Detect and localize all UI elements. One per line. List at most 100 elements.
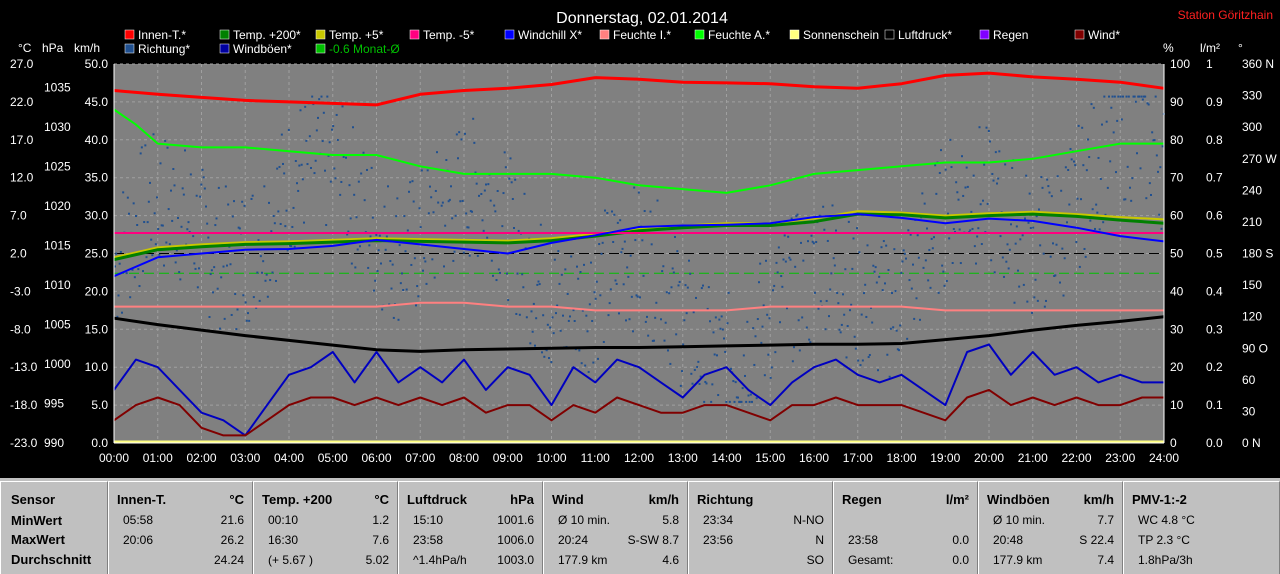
direction-point	[525, 316, 528, 319]
direction-point	[867, 356, 870, 359]
cell-value: 1006.0	[497, 533, 534, 547]
direction-point	[738, 400, 741, 403]
direction-point	[213, 266, 216, 269]
direction-point	[884, 282, 886, 285]
direction-point	[227, 203, 230, 206]
legend-label: Temp. +200*	[233, 28, 301, 42]
rain-tick-label: 0.4	[1206, 284, 1223, 298]
direction-point	[1083, 247, 1086, 250]
direction-point	[713, 353, 716, 356]
direction-point	[340, 180, 343, 183]
direction-point	[593, 291, 596, 294]
direction-point	[682, 343, 685, 346]
direction-point	[1124, 198, 1127, 201]
direction-point	[632, 330, 634, 333]
direction-point	[230, 313, 233, 316]
direction-point	[188, 230, 191, 233]
direction-point	[289, 244, 291, 247]
direction-point	[265, 273, 268, 276]
pressure-tick-label: 1000	[44, 357, 71, 371]
direction-point	[935, 192, 938, 195]
direction-point	[628, 318, 631, 321]
table-column: Regen l/m² 23:58 0.0 Gesamt: 0.0	[833, 481, 978, 574]
direction-point	[242, 294, 245, 297]
direction-point	[927, 279, 930, 282]
direction-point	[705, 382, 708, 385]
direction-point	[1116, 119, 1119, 122]
direction-point	[173, 184, 176, 187]
direction-point	[222, 265, 225, 268]
series-line-luftdruck	[113, 315, 1165, 353]
column-unit: km/h	[648, 492, 679, 507]
direction-point	[614, 279, 617, 282]
direction-point	[1028, 192, 1031, 195]
direction-tick-label: 240	[1242, 183, 1262, 197]
direction-point	[154, 243, 157, 246]
direction-point	[448, 198, 451, 201]
direction-point	[875, 281, 878, 284]
direction-point	[278, 165, 281, 168]
direction-point	[724, 350, 727, 353]
direction-point	[332, 125, 335, 128]
legend-label: Windböen*	[233, 42, 292, 56]
direction-point	[423, 257, 426, 260]
direction-point	[882, 240, 885, 243]
direction-point	[238, 227, 241, 230]
direction-point	[139, 152, 142, 155]
direction-point	[1110, 106, 1113, 109]
direction-point	[1145, 197, 1148, 200]
direction-point	[136, 223, 139, 226]
column-header: Wind	[552, 492, 584, 507]
direction-point	[210, 269, 213, 272]
direction-point	[514, 178, 517, 181]
direction-point	[159, 162, 162, 165]
direction-point	[989, 140, 991, 143]
direction-point	[1084, 255, 1087, 258]
legend-label: Innen-T.*	[138, 28, 186, 42]
direction-point	[924, 259, 927, 262]
direction-point	[413, 257, 416, 260]
direction-point	[300, 163, 303, 166]
direction-point	[1054, 274, 1057, 277]
column-unit: l/m²	[945, 492, 969, 507]
direction-point	[1061, 247, 1064, 250]
direction-point	[194, 267, 197, 270]
wind-tick-label: 10.0	[85, 360, 109, 374]
direction-point	[580, 362, 583, 365]
direction-point	[247, 312, 249, 315]
cell-label: TP 2.3 °C	[1138, 533, 1190, 547]
rain-unit-label: l/m²	[1200, 41, 1220, 55]
direction-point	[822, 205, 825, 208]
direction-point	[1021, 234, 1024, 237]
direction-point	[417, 295, 420, 298]
direction-point	[279, 222, 282, 225]
cell-value: 1001.6	[497, 513, 534, 527]
direction-point	[1018, 285, 1021, 288]
direction-point	[226, 264, 228, 267]
direction-point	[286, 249, 289, 252]
direction-point	[310, 166, 312, 169]
direction-point	[625, 319, 627, 322]
column-unit: °C	[229, 492, 244, 507]
direction-point	[541, 351, 543, 354]
legend-label: Temp. -5*	[423, 28, 475, 42]
direction-point	[783, 234, 786, 237]
direction-point	[1106, 186, 1109, 189]
direction-point	[508, 177, 511, 180]
direction-point	[276, 167, 279, 170]
column-header: Regen	[842, 492, 882, 507]
direction-point	[611, 210, 613, 213]
percent-tick-label: 80	[1170, 133, 1184, 147]
direction-point	[653, 339, 655, 342]
direction-point	[706, 307, 709, 310]
direction-tick-label: 150	[1242, 278, 1262, 292]
wind-tick-label: 15.0	[85, 322, 109, 336]
direction-point	[730, 367, 732, 370]
direction-point	[398, 244, 401, 247]
direction-point	[675, 333, 678, 336]
direction-point	[564, 268, 567, 271]
direction-point	[189, 173, 192, 176]
column-header: Temp. +200	[262, 492, 333, 507]
direction-point	[817, 307, 820, 310]
direction-point	[451, 217, 454, 220]
